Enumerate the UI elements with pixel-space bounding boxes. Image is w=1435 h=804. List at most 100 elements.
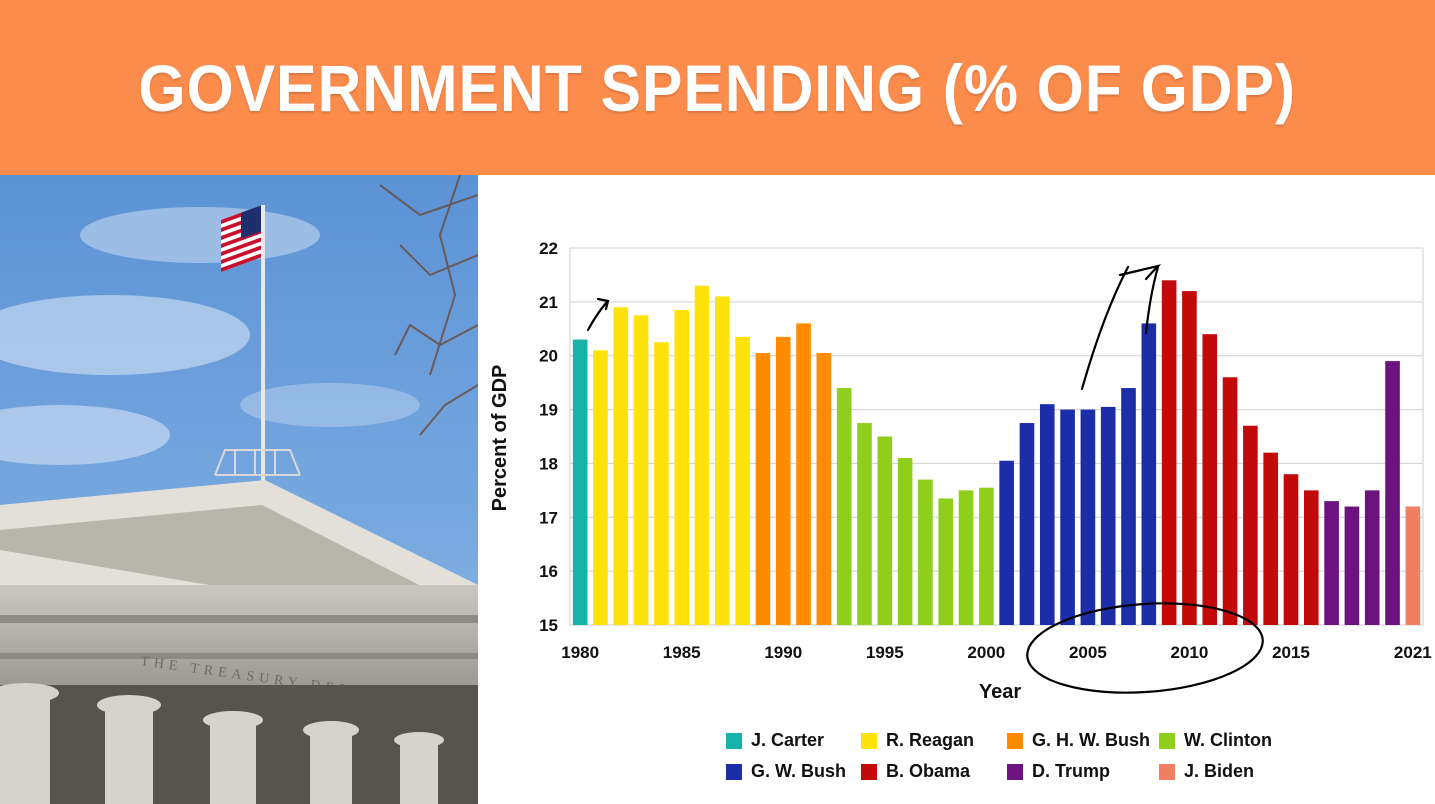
- y-tick-label: 19: [539, 401, 558, 420]
- y-tick-label: 17: [539, 508, 558, 527]
- bar-2011: [1202, 334, 1218, 625]
- bar-2015: [1283, 474, 1299, 625]
- y-tick-label: 18: [539, 454, 558, 473]
- legend-swatch: [1159, 732, 1175, 749]
- x-tick-label: 1995: [866, 643, 904, 662]
- annotation-arrow-2009: [1080, 264, 1162, 391]
- chart-legend: J. Carter R. Reagan G. H. W. Bush W. Cli…: [726, 730, 1286, 782]
- legend-item-g-w-bush: G. W. Bush: [726, 761, 861, 782]
- legend-item-b-obama: B. Obama: [861, 761, 1007, 782]
- title-banner: GOVERNMENT SPENDING (% OF GDP): [0, 0, 1435, 175]
- bar-2000: [979, 487, 994, 625]
- bar-2005: [1080, 409, 1096, 625]
- x-axis-ticks: 1980 1985 1990 1995 2000 2005 2010 2015 2021: [561, 643, 1432, 662]
- bar-1988: [735, 336, 750, 625]
- y-axis-title: Percent of GDP: [489, 365, 511, 512]
- bar-2001: [999, 460, 1014, 625]
- legend-item-d-trump: D. Trump: [1007, 761, 1159, 782]
- bar-2004: [1060, 409, 1075, 625]
- legend-item-j-carter: J. Carter: [726, 730, 861, 751]
- legend-label: G. H. W. Bush: [1032, 730, 1151, 750]
- y-tick-label: 20: [539, 347, 558, 366]
- x-axis-title: Year: [979, 681, 1021, 703]
- bar-2009: [1161, 280, 1177, 625]
- bar-2010: [1182, 291, 1197, 625]
- legend-label: B. Obama: [886, 761, 971, 781]
- legend-swatch: [1159, 763, 1175, 780]
- treasury-photo-illustration: THE TREASURY DEPARTMENT: [0, 175, 478, 804]
- grid-lines: [569, 247, 1424, 626]
- bar-1987: [715, 296, 730, 625]
- legend-label: R. Reagan: [886, 730, 975, 750]
- bars: [572, 280, 1421, 625]
- bar-2006: [1100, 406, 1116, 625]
- bar-2018: [1344, 506, 1360, 625]
- bar-1980: [572, 339, 588, 625]
- x-tick-label: 2005: [1069, 643, 1107, 662]
- bar-2003: [1039, 404, 1055, 625]
- bar-2007: [1121, 388, 1136, 625]
- tree-branches: [379, 175, 478, 436]
- legend-label: G. W. Bush: [751, 761, 847, 781]
- bar-2014: [1263, 452, 1278, 625]
- x-tick-label: 1980: [561, 643, 599, 662]
- bar-1982: [613, 307, 629, 625]
- us-flag: [221, 205, 261, 272]
- bar-1999: [958, 490, 974, 625]
- treasury-building-photo: THE TREASURY DEPARTMENT: [0, 175, 478, 804]
- bar-2017: [1324, 501, 1339, 625]
- legend-item-g-h-w-bush: G. H. W. Bush: [1007, 730, 1159, 751]
- legend-label: W. Clinton: [1184, 730, 1272, 750]
- columns: [0, 683, 444, 804]
- bar-1985: [674, 309, 690, 625]
- bar-1995: [877, 436, 893, 625]
- legend-swatch: [1007, 763, 1023, 780]
- chart-panel: 15 16 17 18 19 20 21 22 1980 1985 1990 1995 2000 200…: [478, 175, 1435, 804]
- bar-2012: [1222, 377, 1238, 625]
- bar-1998: [938, 498, 954, 625]
- bar-2019: [1364, 490, 1380, 625]
- y-tick-label: 16: [539, 562, 558, 581]
- bar-1990: [775, 336, 791, 625]
- x-tick-label: 2010: [1171, 643, 1209, 662]
- legend-swatch: [726, 732, 742, 749]
- bar-1981: [593, 350, 608, 625]
- bar-2016: [1303, 490, 1319, 625]
- bar-1984: [654, 342, 669, 625]
- bar-1993: [836, 388, 852, 625]
- hand-drawn-annotations: [586, 264, 1264, 694]
- bar-2020: [1385, 361, 1400, 625]
- annotation-circle: [1026, 602, 1264, 694]
- bar-1997: [918, 479, 933, 625]
- legend-item-w-clinton: W. Clinton: [1159, 730, 1286, 751]
- page-title: GOVERNMENT SPENDING (% OF GDP): [138, 50, 1297, 125]
- legend-label: J. Carter: [751, 730, 825, 750]
- bar-2013: [1243, 425, 1258, 625]
- bar-2021: [1405, 506, 1421, 625]
- bar-1989: [755, 353, 771, 625]
- legend-item-j-biden: J. Biden: [1159, 761, 1286, 782]
- bar-1986: [694, 285, 710, 625]
- entablature: [0, 585, 478, 685]
- bar-1992: [816, 353, 832, 625]
- bar-1994: [857, 423, 872, 625]
- legend-label: D. Trump: [1032, 761, 1111, 781]
- y-tick-label: 15: [539, 616, 558, 635]
- x-tick-label: 2000: [967, 643, 1005, 662]
- x-tick-label: 2015: [1272, 643, 1310, 662]
- bar-1996: [897, 458, 913, 625]
- legend-swatch: [861, 732, 877, 749]
- bar-1991: [796, 323, 811, 625]
- rooftop-railing: [214, 449, 301, 476]
- bar-2008: [1141, 323, 1157, 625]
- legend-item-r-reagan: R. Reagan: [861, 730, 1007, 751]
- x-tick-label: 2021: [1394, 643, 1432, 662]
- bar-1983: [633, 315, 649, 625]
- x-tick-label: 1990: [764, 643, 802, 662]
- legend-swatch: [726, 763, 742, 780]
- legend-label: J. Biden: [1184, 761, 1255, 781]
- flagpole: [221, 205, 265, 485]
- y-axis-ticks: 15 16 17 18 19 20 21 22: [539, 239, 558, 635]
- y-tick-label: 22: [539, 239, 558, 258]
